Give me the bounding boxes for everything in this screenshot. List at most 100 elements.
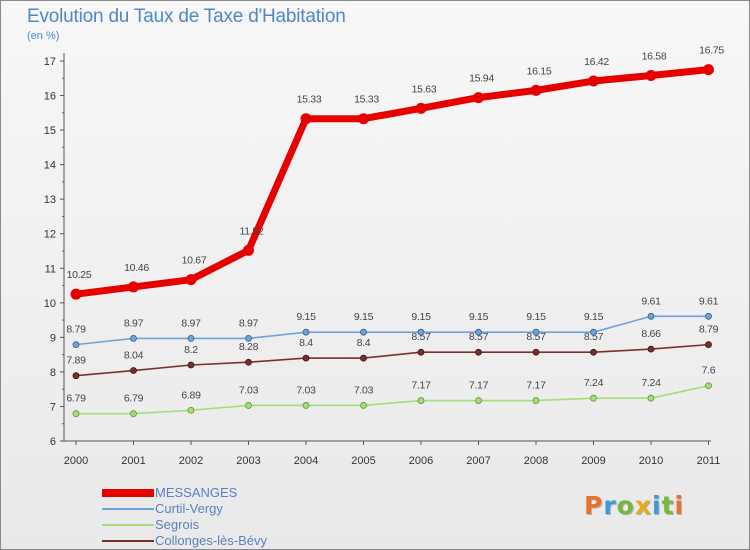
data-point <box>645 70 657 82</box>
data-point <box>705 382 712 390</box>
data-label: 8.66 <box>641 328 661 340</box>
data-point <box>360 402 367 409</box>
data-point <box>70 288 82 300</box>
data-label: 8.57 <box>584 331 604 343</box>
y-tick-label: 13 <box>44 194 56 206</box>
logo-letter: o <box>616 491 635 520</box>
data-point <box>185 274 197 286</box>
legend-label: Segrois <box>155 517 200 532</box>
data-point <box>130 367 137 374</box>
data-point <box>130 410 137 418</box>
logo-letter: r <box>603 491 617 520</box>
data-point <box>417 328 425 336</box>
data-label: 8.57 <box>469 331 489 343</box>
data-point <box>302 402 310 409</box>
legend-label: Collonges-lès-Bévy <box>155 533 267 548</box>
data-label: 16.75 <box>699 45 724 57</box>
logo-letter: i <box>652 491 662 520</box>
data-label: 7.03 <box>296 384 316 396</box>
y-tick-label: 16 <box>44 91 56 103</box>
data-point <box>360 354 367 362</box>
data-point <box>705 341 712 349</box>
data-point <box>530 84 542 96</box>
data-point <box>705 312 712 320</box>
data-point <box>243 244 254 256</box>
data-point <box>72 341 80 349</box>
chart-subtitle: (en %) <box>27 30 60 42</box>
data-label: 9.61 <box>641 295 661 307</box>
data-point <box>588 75 599 87</box>
y-tick-label: 14 <box>44 160 56 172</box>
data-point <box>187 361 195 369</box>
data-label: 7.17 <box>526 380 546 392</box>
series-line-curtil-vergy <box>75 315 710 346</box>
data-point <box>532 397 540 404</box>
data-label: 8.79 <box>699 324 719 336</box>
x-tick-label: 2008 <box>524 455 548 467</box>
logo-letter: t <box>661 491 675 520</box>
data-point <box>475 348 482 356</box>
series-line-messanges <box>72 66 712 298</box>
series-line-collonges-l-s-b-vy <box>75 343 710 377</box>
data-label: 8.4 <box>357 337 371 349</box>
data-point <box>417 348 425 356</box>
legend-swatch <box>102 489 154 497</box>
x-tick-label: 2002 <box>179 455 203 467</box>
data-label: 10.25 <box>67 269 92 281</box>
data-point <box>473 92 484 104</box>
data-label: 9.15 <box>354 311 374 323</box>
y-tick-label: 8 <box>50 367 56 379</box>
data-point <box>417 397 425 404</box>
data-label: 9.15 <box>296 311 316 323</box>
proxiti-logo: Proxiti <box>584 491 684 520</box>
data-point <box>647 345 655 353</box>
data-label: 6.79 <box>124 393 144 405</box>
x-tick-label: 2007 <box>466 455 490 467</box>
data-point <box>245 334 252 342</box>
y-tick-label: 7 <box>50 401 56 413</box>
data-point <box>590 328 597 336</box>
y-tick-label: 12 <box>44 229 56 241</box>
data-label: 11.52 <box>240 225 264 237</box>
series-line-segrois <box>75 384 710 415</box>
data-label: 8.79 <box>66 324 86 336</box>
x-tick-label: 2003 <box>236 455 260 467</box>
data-label: 16.15 <box>527 65 552 77</box>
data-point <box>130 334 137 342</box>
y-tick-label: 17 <box>44 56 56 68</box>
data-label: 9.61 <box>699 295 719 307</box>
legend-label: Curtil-Vergy <box>155 501 223 516</box>
data-label: 9.15 <box>584 311 604 323</box>
x-tick-label: 2000 <box>64 455 88 467</box>
data-label: 9.15 <box>469 311 489 323</box>
data-label: 15.94 <box>469 73 494 85</box>
y-tick-label: 6 <box>50 436 56 448</box>
data-point <box>72 410 80 418</box>
data-label: 8.04 <box>124 350 144 362</box>
data-label: 9.15 <box>526 311 546 323</box>
data-point <box>128 281 139 293</box>
data-label: 7.24 <box>641 377 661 389</box>
data-point <box>703 64 714 76</box>
data-point <box>302 328 310 336</box>
data-point <box>360 328 367 336</box>
logo-letter: x <box>634 491 652 520</box>
x-tick-label: 2006 <box>409 455 433 467</box>
x-tick-label: 2010 <box>639 455 663 467</box>
x-tick-label: 2004 <box>294 455 318 467</box>
data-point <box>590 348 597 356</box>
x-tick-label: 2011 <box>697 455 721 467</box>
legend-swatch <box>102 540 154 542</box>
data-point <box>187 406 195 414</box>
data-label: 16.42 <box>584 56 609 68</box>
data-label: 15.33 <box>297 94 322 106</box>
data-point <box>302 354 310 362</box>
data-label: 10.46 <box>124 262 149 274</box>
data-label: 8.97 <box>239 317 259 329</box>
data-label: 8.57 <box>411 331 431 343</box>
data-point <box>475 328 482 336</box>
data-point <box>475 397 482 404</box>
x-tick-label: 2001 <box>121 455 145 467</box>
